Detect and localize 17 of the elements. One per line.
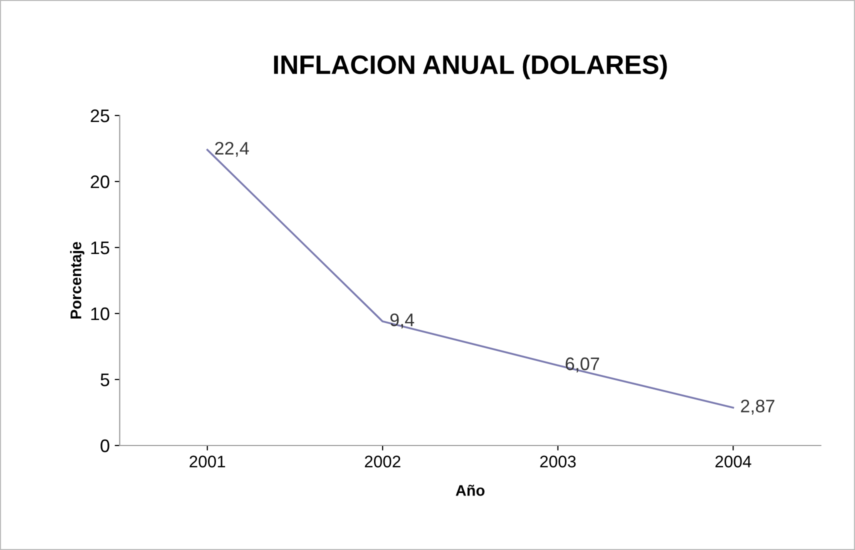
x-tick-label: 2004 (715, 456, 752, 468)
x-tick-label: 2002 (364, 456, 400, 468)
data-label: 9,4 (390, 313, 414, 328)
x-tick-label: 2001 (190, 456, 226, 468)
x-axis-title: Año (456, 484, 484, 496)
y-tick-label: 0 (100, 439, 110, 452)
y-tick-label: 15 (91, 242, 110, 254)
y-axis-title: Porcentaje (70, 242, 84, 319)
y-tick-label: 5 (100, 374, 110, 386)
chart-title: INFLACION ANUAL (DOLARES) (274, 54, 667, 80)
data-label: 22,4 (215, 142, 249, 157)
x-tick-label: 2003 (540, 456, 576, 468)
data-label: 2,87 (741, 400, 774, 415)
y-tick-label: 10 (91, 307, 110, 320)
y-tick-label: 25 (90, 109, 110, 122)
data-label: 6,07 (566, 357, 600, 372)
y-tick-label: 20 (90, 175, 110, 188)
